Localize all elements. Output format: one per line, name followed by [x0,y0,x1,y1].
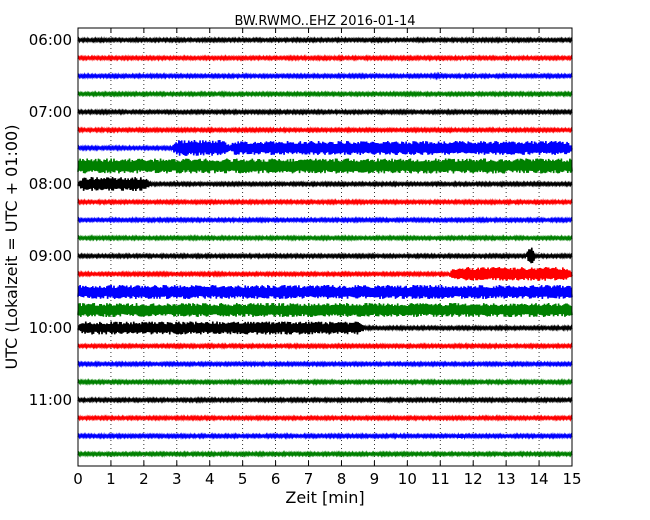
y-tick-label: 10:00 [29,319,72,337]
trace-0715 [77,126,573,134]
trace-1100 [77,396,573,404]
trace-0915 [77,266,573,281]
trace-0730 [77,140,573,156]
trace-0615 [77,54,573,62]
trace-1045 [77,378,573,386]
y-tick-label: 09:00 [29,247,72,265]
y-axis-ticks: 06:00 07:00 08:00 09:00 10:00 11:00 [29,31,572,409]
seismogram-traces [77,36,573,458]
x-tick-label: 5 [238,470,248,488]
trace-0930 [77,284,573,300]
trace-1015 [77,342,573,351]
trace-0945 [77,302,573,318]
x-tick-label: 7 [304,470,314,488]
trace-0600 [77,36,573,44]
x-tick-label: 10 [398,470,417,488]
trace-0815 [77,198,573,206]
trace-0645 [77,90,573,98]
x-tick-label: 14 [530,470,549,488]
x-tick-label: 15 [562,470,581,488]
trace-0700 [77,108,573,116]
trace-0745 [77,158,573,174]
x-tick-label: 11 [431,470,450,488]
trace-1130 [77,432,573,441]
trace-0845 [77,234,573,242]
trace-0800 [77,176,573,191]
y-axis-label: UTC (Lokalzeit = UTC + 01:00) [2,125,21,370]
x-tick-label: 12 [464,470,483,488]
y-tick-label: 07:00 [29,103,72,121]
x-tick-label: 4 [205,470,215,488]
x-tick-label: 8 [337,470,347,488]
x-tick-label: 0 [73,470,83,488]
trace-0900 [77,247,573,264]
y-tick-label: 08:00 [29,175,72,193]
x-tick-label: 9 [370,470,380,488]
x-tick-label: 6 [271,470,281,488]
x-tick-label: 1 [106,470,116,488]
x-tick-label: 3 [172,470,182,488]
x-axis-label: Zeit [min] [285,488,364,507]
trace-1115 [77,414,573,422]
trace-1145 [77,450,573,458]
x-tick-label: 2 [139,470,149,488]
plot-frame [77,27,573,467]
x-tick-label: 13 [497,470,516,488]
trace-1030 [77,360,573,368]
chart-title: BW.RWMO..EHZ 2016-01-14 [234,14,415,29]
y-tick-label: 11:00 [29,391,72,409]
y-tick-label: 06:00 [29,31,72,49]
trace-1000 [77,321,573,335]
trace-0630 [77,71,573,81]
x-axis-ticks: 0 1 2 3 4 5 6 7 8 9 10 11 12 13 14 15 [73,28,582,488]
trace-0830 [77,216,573,224]
